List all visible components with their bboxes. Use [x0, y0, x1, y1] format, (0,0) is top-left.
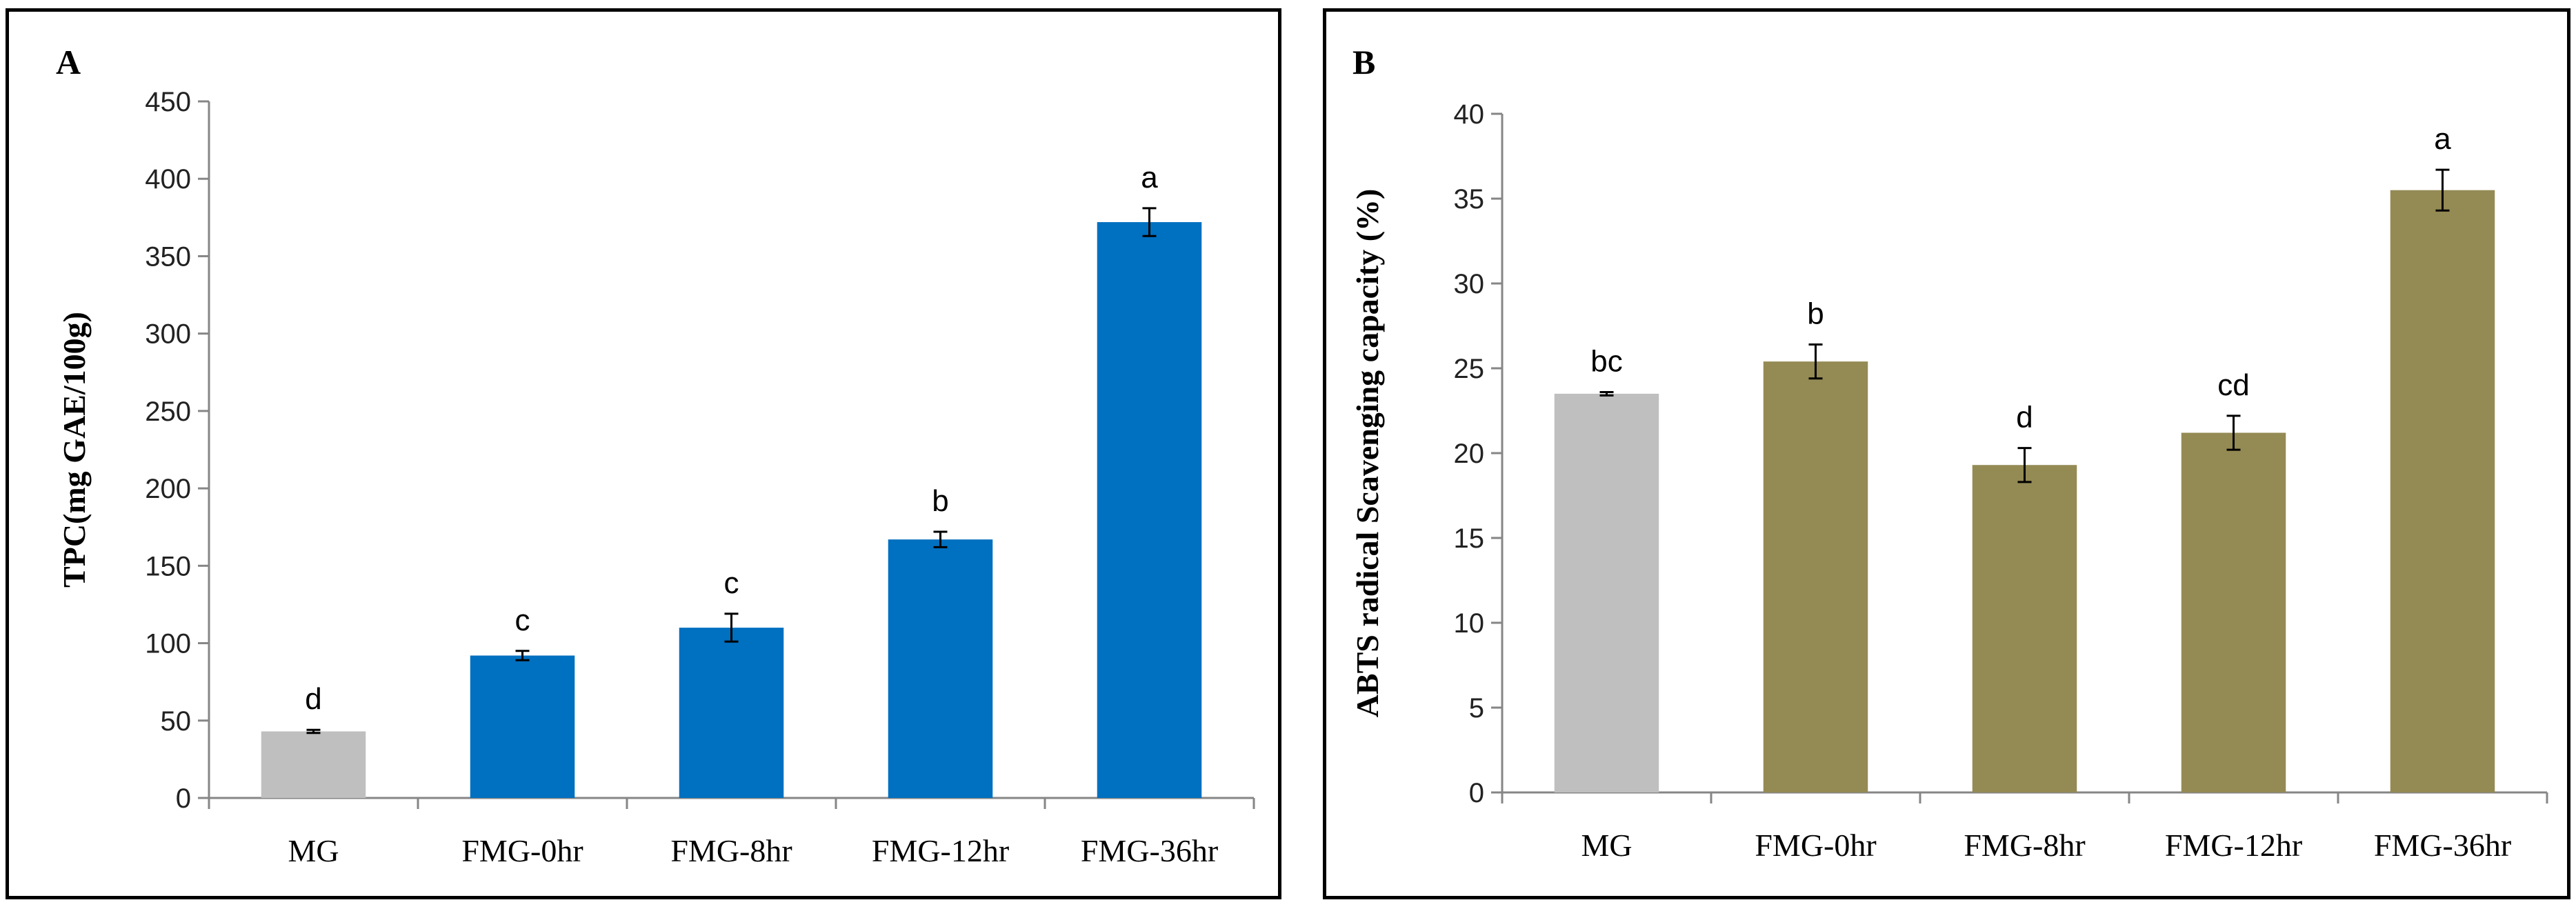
y-tick-label-a: 100	[145, 629, 191, 659]
x-tick-label-a: MG	[288, 833, 339, 868]
bar-a	[679, 628, 784, 798]
significance-label-a: c	[515, 603, 530, 637]
y-axis-label-b: ABTS radical Scavenging capacity (%)	[1350, 189, 1385, 718]
y-tick-label-b: 30	[1454, 269, 1485, 299]
y-tick-label-b: 15	[1454, 523, 1485, 554]
bar-a	[470, 655, 575, 798]
bar-b	[1972, 465, 2077, 792]
chart-panel-b: B 0 5 10 15 20 25 30 35 40 ABTS radical Scavenging…	[1323, 8, 2570, 899]
y-tick-label-a: 50	[161, 706, 192, 737]
significance-label-b: bc	[1590, 344, 1622, 378]
significance-label-b: a	[2434, 122, 2451, 156]
bar-b	[2390, 190, 2495, 792]
significance-label-b: b	[1807, 297, 1824, 331]
x-tick-label-b: FMG-0hr	[1755, 828, 1876, 863]
y-tick-label-b: 25	[1454, 354, 1485, 384]
y-tick-label-a: 150	[145, 551, 191, 581]
x-tick-label-a: FMG-12hr	[872, 833, 1009, 868]
bar-b	[1554, 393, 1659, 792]
bar-a	[888, 539, 993, 798]
significance-label-a: c	[724, 566, 739, 600]
significance-label-a: b	[932, 484, 948, 518]
y-tick-label-a: 400	[145, 164, 191, 194]
y-tick-label-b: 5	[1469, 693, 1484, 723]
y-tick-label-a: 0	[176, 783, 191, 814]
x-tick-label-b: MG	[1581, 828, 1632, 863]
significance-label-a: a	[1141, 161, 1158, 194]
chart-b-svg: B 0 5 10 15 20 25 30 35 40 ABTS radical Scavenging…	[1350, 43, 2548, 863]
x-tick-label-b: FMG-12hr	[2165, 828, 2302, 863]
bar-a	[261, 731, 366, 798]
chart-panel-a: A 0 50 100 150 200 250 300 350 400 450 TPC(mg GAE/1…	[6, 8, 1281, 899]
x-tick-label-a: FMG-36hr	[1081, 833, 1218, 868]
x-tick-label-b: FMG-8hr	[1964, 828, 2085, 863]
y-tick-label-a: 200	[145, 474, 191, 504]
bar-b	[1763, 361, 1868, 792]
y-tick-label-a: 250	[145, 397, 191, 427]
y-tick-label-a: 350	[145, 241, 191, 272]
panel-label-b: B	[1352, 43, 1375, 81]
x-tick-label-a: FMG-0hr	[461, 833, 583, 868]
y-tick-label-b: 35	[1454, 184, 1485, 214]
x-tick-label-b: FMG-36hr	[2374, 828, 2511, 863]
panel-label-a: A	[56, 43, 81, 81]
y-tick-label-b: 20	[1454, 439, 1485, 469]
significance-label-b: d	[2016, 401, 2033, 434]
bar-b	[2181, 432, 2286, 792]
y-tick-label-b: 0	[1469, 778, 1484, 808]
x-tick-label-a: FMG-8hr	[670, 833, 792, 868]
y-tick-label-a: 300	[145, 319, 191, 350]
y-tick-label-b: 40	[1454, 99, 1485, 130]
y-tick-label-b: 10	[1454, 608, 1485, 639]
y-axis-label-a: TPC(mg GAE/100g)	[57, 312, 92, 588]
bar-a	[1097, 222, 1202, 799]
chart-a-svg: A 0 50 100 150 200 250 300 350 400 450 TPC(mg GAE/1…	[56, 43, 1255, 868]
y-tick-label-a: 450	[145, 87, 191, 117]
significance-label-b: cd	[2217, 368, 2249, 402]
significance-label-a: d	[305, 682, 321, 716]
